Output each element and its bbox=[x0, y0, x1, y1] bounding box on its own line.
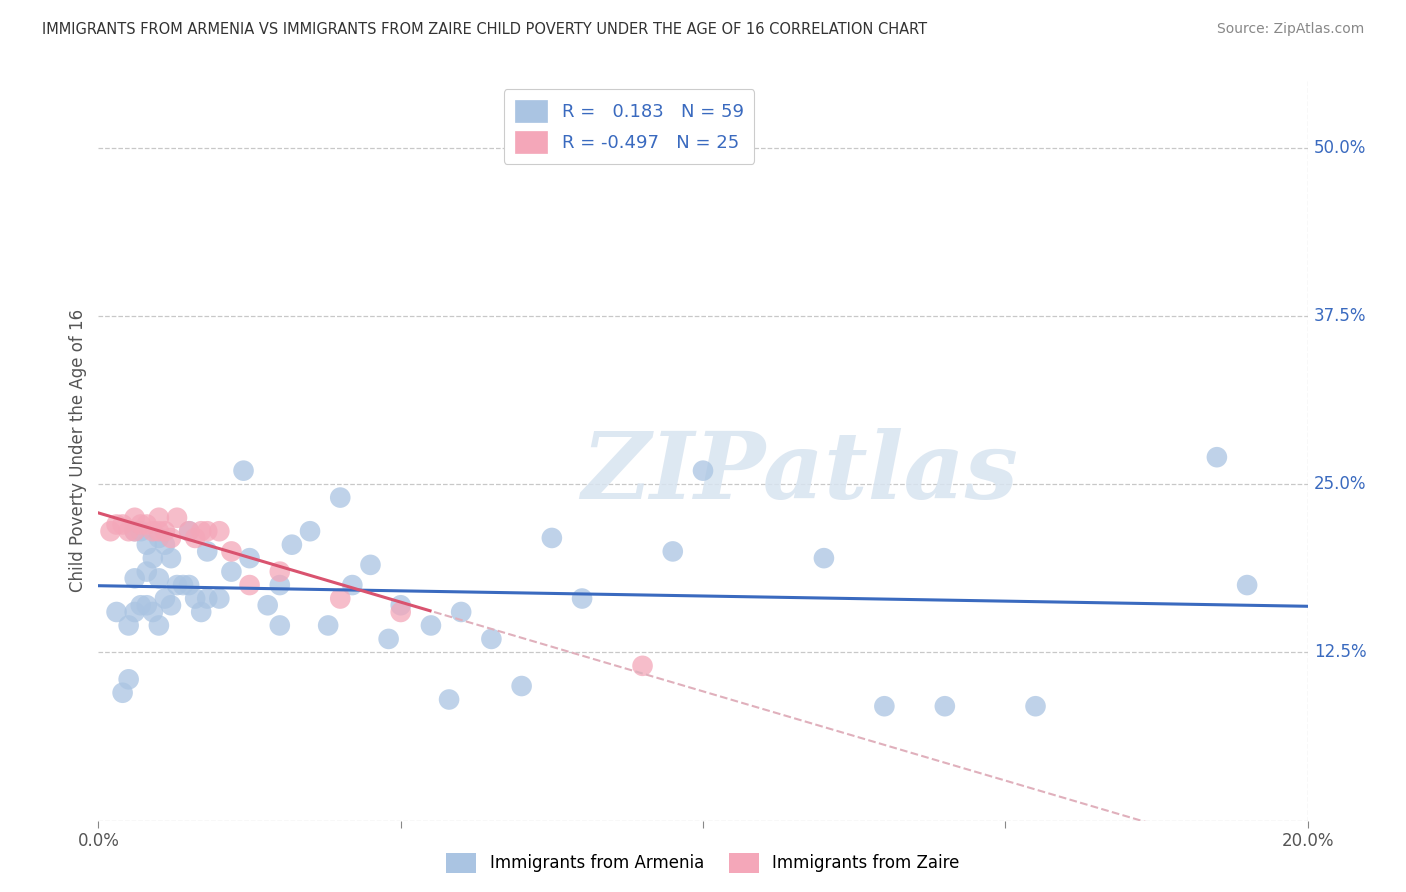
Point bbox=[124, 524, 146, 539]
Point bbox=[239, 551, 262, 566]
Point bbox=[316, 618, 339, 632]
Legend: R =   0.183   N = 59, R = -0.497   N = 25: R = 0.183 N = 59, R = -0.497 N = 25 bbox=[503, 89, 755, 164]
Point bbox=[420, 618, 443, 632]
Point bbox=[299, 524, 322, 539]
Point bbox=[124, 605, 146, 619]
Point bbox=[135, 565, 157, 579]
Point bbox=[190, 605, 212, 619]
Point bbox=[195, 544, 218, 558]
Point bbox=[631, 658, 654, 673]
Point bbox=[329, 591, 352, 606]
Point bbox=[129, 517, 152, 532]
Point bbox=[135, 538, 157, 552]
Point bbox=[148, 618, 170, 632]
Point bbox=[389, 605, 412, 619]
Point bbox=[160, 531, 183, 545]
Point bbox=[437, 692, 460, 706]
Point bbox=[124, 571, 146, 585]
Point bbox=[269, 618, 291, 632]
Point bbox=[221, 544, 243, 558]
Point bbox=[129, 599, 152, 613]
Point bbox=[135, 517, 157, 532]
Point bbox=[179, 524, 201, 539]
Point bbox=[389, 599, 412, 613]
Point bbox=[142, 605, 165, 619]
Point bbox=[118, 618, 141, 632]
Point bbox=[142, 551, 165, 566]
Point bbox=[111, 517, 134, 532]
Point bbox=[105, 605, 128, 619]
Point bbox=[172, 578, 194, 592]
Y-axis label: Child Poverty Under the Age of 16: Child Poverty Under the Age of 16 bbox=[69, 309, 87, 592]
Text: 50.0%: 50.0% bbox=[1313, 138, 1367, 157]
Point bbox=[813, 551, 835, 566]
Point bbox=[124, 510, 146, 524]
Point bbox=[124, 524, 146, 539]
Point bbox=[160, 599, 183, 613]
Point bbox=[281, 538, 304, 552]
Point bbox=[571, 591, 593, 606]
Point bbox=[184, 531, 207, 545]
Point bbox=[166, 578, 188, 592]
Point bbox=[239, 578, 262, 592]
Point bbox=[232, 464, 254, 478]
Point bbox=[692, 464, 714, 478]
Point bbox=[873, 699, 896, 714]
Point bbox=[190, 524, 212, 539]
Point bbox=[934, 699, 956, 714]
Point bbox=[1206, 450, 1229, 465]
Point bbox=[100, 524, 122, 539]
Point bbox=[142, 524, 165, 539]
Text: IMMIGRANTS FROM ARMENIA VS IMMIGRANTS FROM ZAIRE CHILD POVERTY UNDER THE AGE OF : IMMIGRANTS FROM ARMENIA VS IMMIGRANTS FR… bbox=[42, 22, 928, 37]
Text: Source: ZipAtlas.com: Source: ZipAtlas.com bbox=[1216, 22, 1364, 37]
Legend: Immigrants from Armenia, Immigrants from Zaire: Immigrants from Armenia, Immigrants from… bbox=[440, 847, 966, 880]
Point bbox=[179, 524, 201, 539]
Point bbox=[184, 591, 207, 606]
Point bbox=[118, 524, 141, 539]
Point bbox=[377, 632, 399, 646]
Point bbox=[148, 524, 170, 539]
Point bbox=[111, 686, 134, 700]
Point bbox=[195, 524, 218, 539]
Point bbox=[481, 632, 503, 646]
Point bbox=[160, 551, 183, 566]
Point bbox=[360, 558, 382, 572]
Point bbox=[1236, 578, 1258, 592]
Point bbox=[1024, 699, 1046, 714]
Point bbox=[148, 531, 170, 545]
Point bbox=[208, 524, 231, 539]
Point bbox=[450, 605, 472, 619]
Point bbox=[148, 510, 170, 524]
Point bbox=[153, 524, 176, 539]
Point bbox=[166, 510, 188, 524]
Point bbox=[661, 544, 683, 558]
Text: 37.5%: 37.5% bbox=[1313, 307, 1367, 325]
Point bbox=[135, 599, 157, 613]
Point bbox=[153, 591, 176, 606]
Point bbox=[329, 491, 352, 505]
Point bbox=[148, 571, 170, 585]
Point bbox=[153, 538, 176, 552]
Point bbox=[118, 673, 141, 687]
Point bbox=[269, 565, 291, 579]
Text: 12.5%: 12.5% bbox=[1313, 643, 1367, 661]
Point bbox=[129, 524, 152, 539]
Point bbox=[179, 578, 201, 592]
Point bbox=[510, 679, 533, 693]
Point bbox=[540, 531, 562, 545]
Point bbox=[269, 578, 291, 592]
Point bbox=[342, 578, 364, 592]
Text: 25.0%: 25.0% bbox=[1313, 475, 1367, 493]
Text: ZIPatlas: ZIPatlas bbox=[581, 427, 1018, 517]
Point bbox=[221, 565, 243, 579]
Point bbox=[195, 591, 218, 606]
Point bbox=[256, 599, 278, 613]
Point bbox=[208, 591, 231, 606]
Point bbox=[105, 517, 128, 532]
